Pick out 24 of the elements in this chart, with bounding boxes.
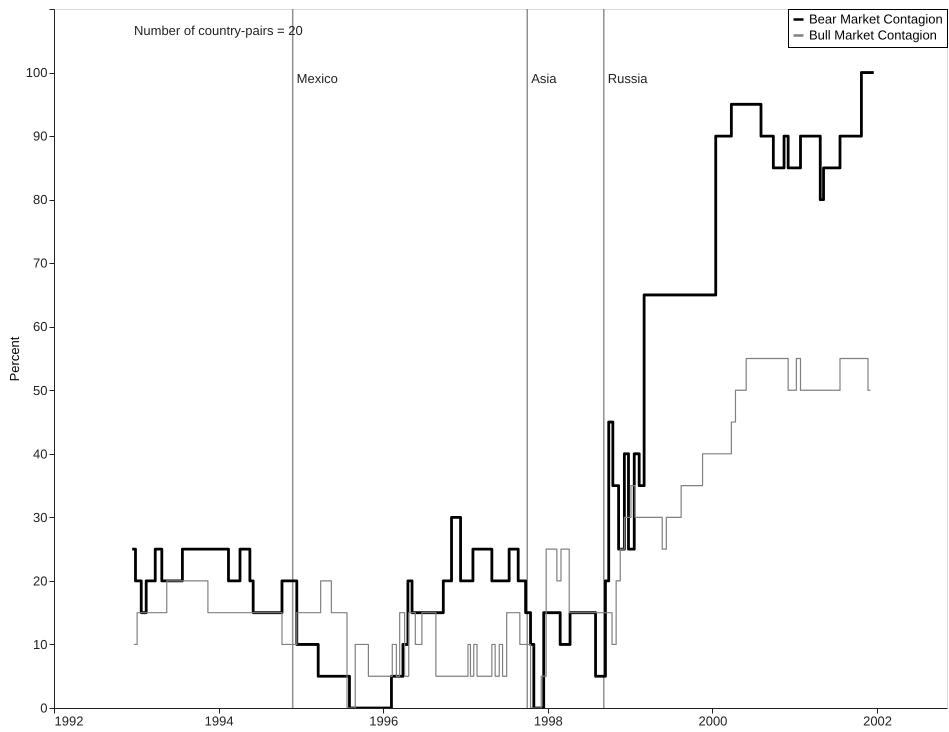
- y-tick-label: 70: [33, 256, 48, 271]
- y-axis-title: Percent: [6, 336, 22, 382]
- ref-line-label: Mexico: [296, 71, 338, 86]
- y-tick-label: 80: [33, 192, 48, 208]
- y-tick-label: 100: [26, 65, 48, 80]
- x-tick-label: 1998: [534, 714, 563, 728]
- ref-line-label: Asia: [531, 71, 558, 86]
- y-tick-label: 30: [33, 510, 48, 525]
- y-tick-label: 60: [33, 319, 48, 334]
- x-tick-label: 1994: [204, 714, 234, 728]
- y-tick-label: 50: [33, 382, 48, 398]
- legend-label: Bear Market Contagion: [809, 12, 943, 26]
- annotation: Number of country-pairs = 20: [134, 23, 303, 38]
- legend-label: Bull Market Contagion: [809, 28, 937, 42]
- y-tick-label: 40: [33, 446, 48, 462]
- y-tick-label: 20: [33, 573, 48, 588]
- y-tick-label: 90: [33, 128, 48, 144]
- y-tick-label: 10: [33, 636, 48, 652]
- y-tick-label: 0: [40, 700, 48, 716]
- x-tick-label: 2000: [698, 714, 728, 728]
- ref-line-label: Russia: [608, 71, 648, 86]
- x-tick-label: 1996: [369, 714, 398, 728]
- x-tick-label: 2002: [863, 714, 892, 728]
- x-tick-label: 1992: [54, 714, 84, 728]
